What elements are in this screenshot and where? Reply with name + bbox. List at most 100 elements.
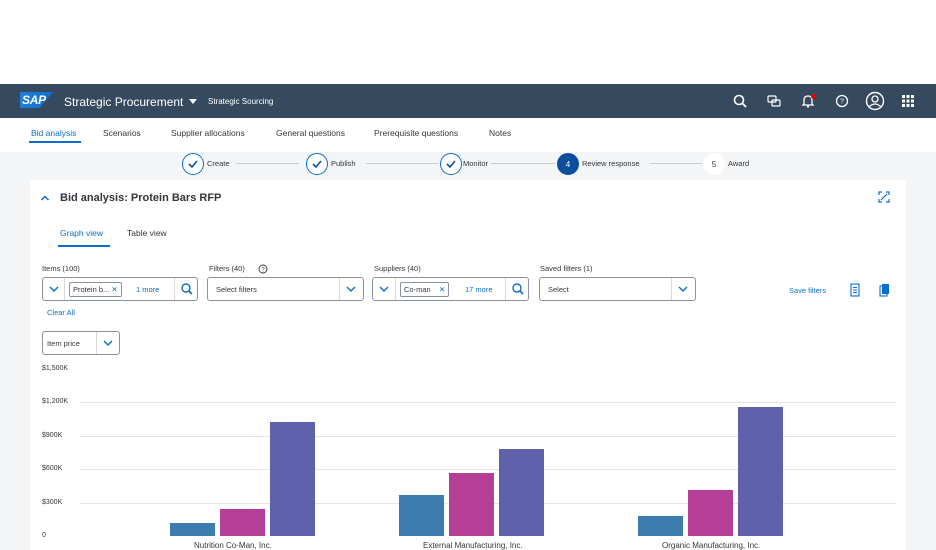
clear-all-link[interactable]: Clear All (47, 308, 75, 317)
app-title[interactable]: Strategic Procurement (64, 95, 184, 109)
step-connector (366, 163, 438, 164)
bar[interactable] (688, 490, 733, 536)
grid-line (80, 469, 896, 471)
tab-bid-analysis[interactable]: Bid analysis (31, 128, 77, 138)
step-create[interactable] (182, 153, 204, 175)
saved-filters-label: Saved filters (1) (540, 264, 593, 273)
step-publish[interactable] (306, 153, 328, 175)
bar[interactable] (499, 449, 544, 536)
process-stepper (0, 152, 936, 180)
blank-area (0, 0, 936, 84)
suppliers-multi-input[interactable] (372, 277, 529, 301)
step-monitor[interactable] (440, 153, 462, 175)
chat-icon[interactable] (766, 93, 782, 109)
bar[interactable] (638, 515, 683, 536)
suppliers-label: Suppliers (40) (374, 264, 421, 273)
step-review-response[interactable]: 4 (557, 153, 579, 175)
close-icon[interactable]: ✕ (439, 285, 446, 294)
tab-table-view[interactable]: Table view (127, 228, 167, 238)
grid-line (80, 402, 896, 404)
chevron-down-icon[interactable] (43, 277, 65, 301)
close-icon[interactable]: ✕ (111, 285, 118, 294)
y-tick-label: $600K (42, 465, 63, 473)
checkmark-icon (188, 160, 198, 169)
bar[interactable] (270, 422, 315, 536)
tab-supplier-allocations[interactable]: Supplier allocations (171, 128, 245, 138)
divider (505, 278, 506, 300)
y-tick-label: 0 (42, 532, 46, 539)
divider (395, 278, 396, 300)
item-token[interactable]: Protein b... ✕ (69, 282, 122, 297)
step-award[interactable]: 5 (703, 153, 725, 175)
saved-filters-placeholder: Select (548, 285, 569, 294)
divider (96, 332, 97, 354)
bar[interactable] (449, 472, 494, 536)
token-label: Protein b... (73, 285, 110, 294)
supplier-token[interactable]: Co-man ✕ (400, 282, 450, 297)
chevron-down-icon[interactable] (672, 277, 694, 301)
save-filters-button[interactable]: Save filters (789, 286, 827, 295)
checkmark-icon (312, 160, 322, 169)
divider (174, 278, 175, 300)
tab-prerequisite-questions[interactable]: Prerequisite questions (374, 128, 459, 138)
app-subtitle: Strategic Sourcing (208, 97, 274, 106)
step-label-review-response: Review response (582, 159, 640, 168)
x-category-label: External Manufacturing, Inc. (423, 541, 523, 550)
filters-select[interactable] (207, 277, 364, 301)
help-icon[interactable]: ? (834, 93, 850, 109)
step-label-publish: Publish (331, 159, 356, 168)
step-connector (491, 163, 555, 164)
fullscreen-icon[interactable] (878, 191, 890, 203)
bar[interactable] (738, 406, 783, 536)
step-label-award: Award (728, 159, 750, 168)
search-icon[interactable] (732, 93, 748, 109)
tab-notes[interactable]: Notes (489, 128, 512, 138)
export-icon[interactable] (877, 283, 890, 297)
metric-select[interactable] (42, 331, 120, 355)
search-icon[interactable] (176, 277, 198, 301)
step-connector (650, 163, 702, 164)
tab-bar (0, 118, 936, 152)
suppliers-more-link[interactable]: 17 more (465, 285, 493, 294)
active-view-indicator (58, 245, 110, 247)
bar[interactable] (399, 494, 444, 536)
chevron-down-icon[interactable] (97, 331, 119, 355)
active-tab-indicator (29, 141, 81, 143)
chevron-down-icon[interactable] (189, 99, 197, 104)
x-category-label: Nutrition Co-Man, Inc. (194, 541, 272, 550)
search-icon[interactable] (507, 277, 529, 301)
bar[interactable] (170, 522, 215, 536)
grid-menu-icon[interactable] (900, 93, 916, 109)
filters-placeholder: Select filters (216, 285, 257, 294)
saved-filters-select[interactable] (539, 277, 696, 301)
tab-scenarios[interactable]: Scenarios (103, 128, 141, 138)
grid-line (80, 435, 896, 437)
bell-icon[interactable] (800, 93, 816, 109)
user-avatar-icon[interactable] (865, 91, 885, 111)
y-tick-label: $300K (42, 498, 63, 506)
divider (64, 278, 65, 300)
items-more-link[interactable]: 1 more (136, 285, 160, 294)
divider (339, 278, 340, 300)
checkmark-icon (446, 160, 456, 169)
y-tick-label: $900K (42, 431, 63, 439)
token-label: Co-man (404, 285, 431, 294)
divider (671, 278, 672, 300)
metric-value: Item price (47, 339, 80, 348)
tab-graph-view[interactable]: Graph view (60, 228, 103, 238)
svg-text:?: ? (840, 99, 844, 106)
tab-general-questions[interactable]: General questions (276, 128, 345, 138)
chevron-up-icon[interactable] (40, 193, 50, 203)
panel-title: Bid analysis: Protein Bars RFP (60, 192, 222, 204)
step-label-create: Create (207, 159, 230, 168)
y-tick-label: $1,500K (42, 365, 69, 372)
chevron-down-icon[interactable] (373, 277, 395, 301)
items-label: Items (100) (42, 264, 80, 273)
step-label-monitor: Monitor (463, 159, 489, 168)
step-connector (236, 163, 299, 164)
bar[interactable] (220, 509, 265, 536)
svg-text:?: ? (261, 267, 265, 273)
document-icon[interactable] (849, 283, 861, 297)
chevron-down-icon[interactable] (340, 277, 362, 301)
info-icon[interactable]: ? (258, 264, 268, 274)
